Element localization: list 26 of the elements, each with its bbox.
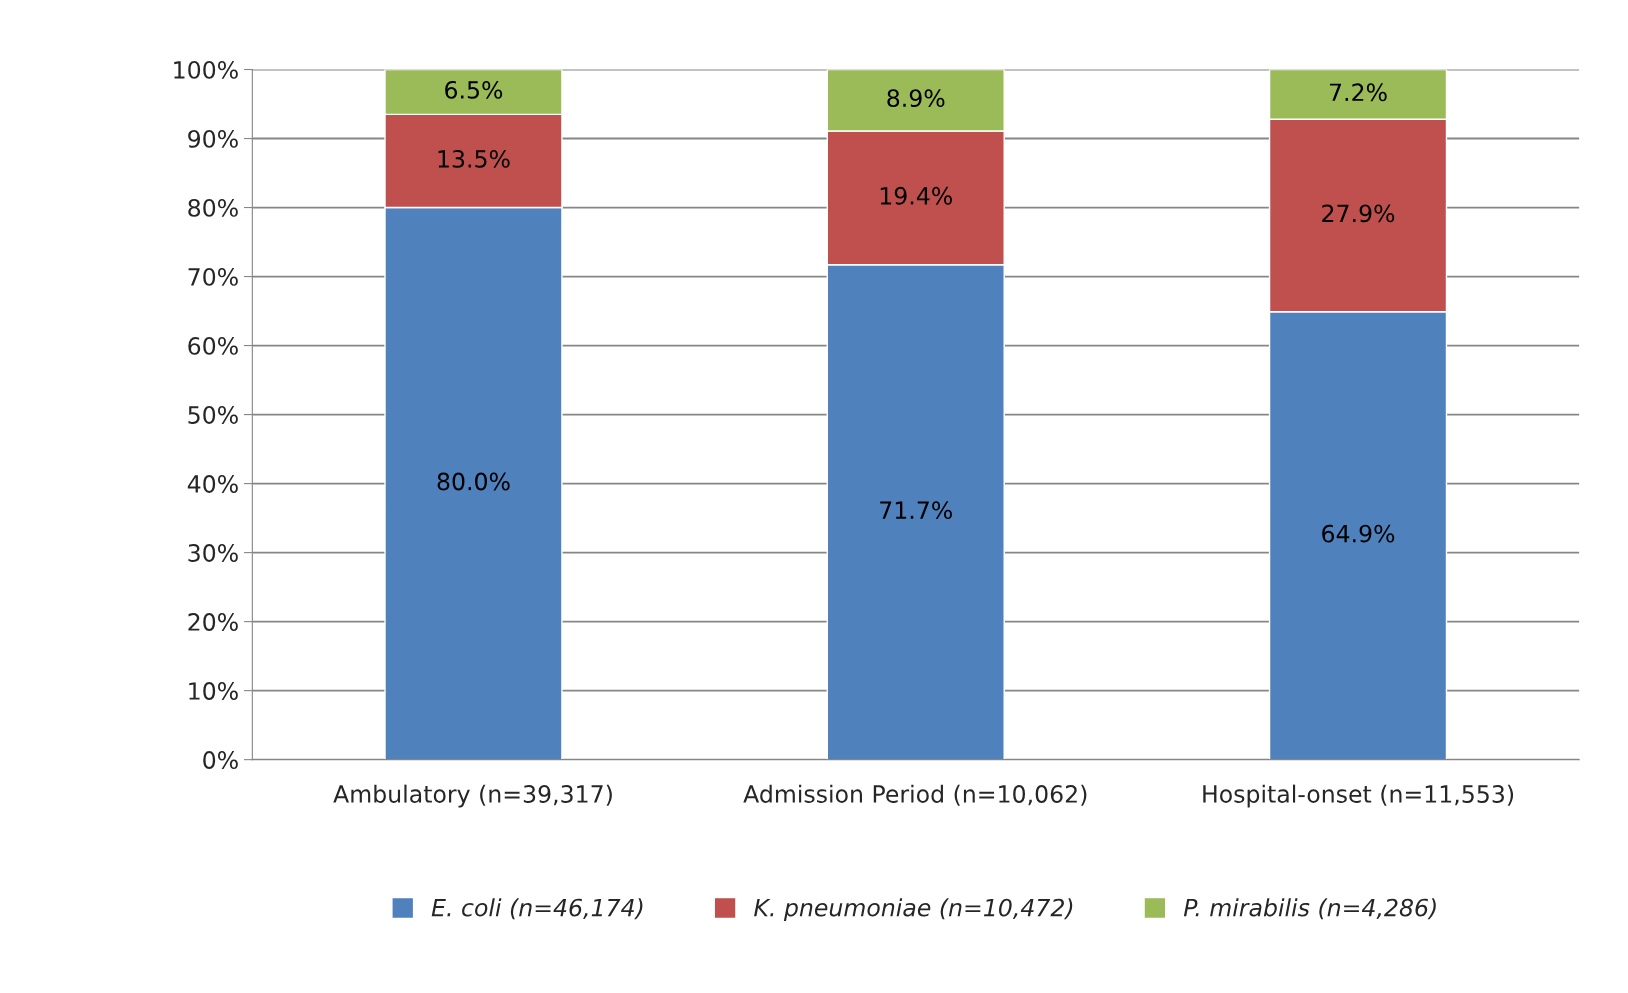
x-tick-label: Hospital-onset (n=11,553)	[1203, 784, 1514, 808]
y-tick-label: 0%	[203, 751, 238, 769]
y-tick-label: 30%	[188, 544, 238, 562]
legend-label: P. mirabilis (n=4,286)	[1183, 898, 1436, 920]
legend-label: E. coli (n=46,174)	[431, 898, 643, 920]
data-label: 71.7%	[880, 501, 952, 520]
data-label: 19.4%	[880, 186, 952, 205]
y-tick-label: 70%	[188, 268, 238, 286]
x-tick-label: Admission Period (n=10,062)	[743, 784, 1087, 806]
data-label: 27.9%	[1322, 204, 1395, 223]
data-label: 80.0%	[437, 472, 510, 491]
y-tick-label: 80%	[188, 198, 238, 217]
y-tick-label: 40%	[187, 475, 238, 493]
y-tick-label: 50%	[188, 406, 238, 424]
y-tick-label: 60%	[188, 337, 238, 355]
y-tick-label: 20%	[188, 613, 238, 631]
data-label: 13.5%	[438, 149, 510, 168]
y-tick-label: 100%	[174, 60, 238, 79]
y-tick-label: 10%	[189, 682, 238, 700]
data-label: 6.5%	[445, 80, 503, 99]
legend-label: K. pneumoniae (n=10,472)	[754, 898, 1073, 922]
x-tick-label: Ambulatory (n=39,317)	[333, 784, 612, 808]
data-label: 7.2%	[1329, 83, 1387, 102]
data-label: 64.9%	[1322, 524, 1395, 543]
data-label: 8.9%	[887, 89, 945, 108]
y-tick-label: 90%	[188, 129, 238, 148]
